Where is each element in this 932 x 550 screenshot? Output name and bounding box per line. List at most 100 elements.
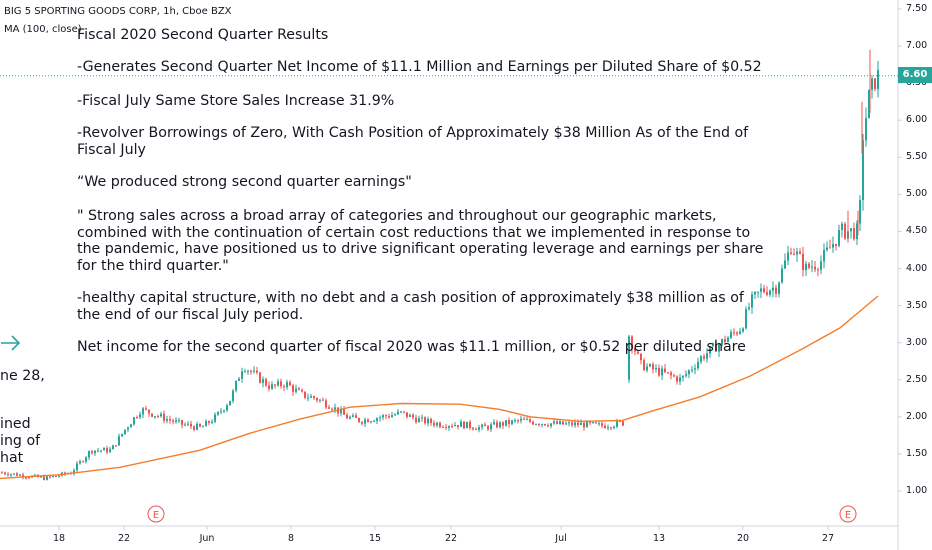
x-tick-label: 15 (368, 533, 382, 544)
candle (22, 472, 24, 480)
candle (271, 381, 273, 390)
candle (430, 417, 432, 426)
candle (277, 378, 279, 387)
candle (376, 417, 378, 425)
candle (253, 366, 255, 374)
candle (427, 416, 429, 427)
candle (136, 415, 138, 419)
x-tick-label: 20 (736, 533, 750, 544)
candle (664, 364, 666, 374)
candle (721, 338, 723, 347)
candle (184, 422, 186, 427)
candle (811, 260, 813, 273)
candle (295, 384, 297, 394)
candle (466, 421, 468, 429)
candle (391, 411, 393, 418)
candle (790, 247, 792, 255)
candle (478, 424, 480, 433)
candle (49, 475, 51, 479)
candle (55, 475, 57, 478)
x-tick-label: Jul (555, 533, 567, 544)
x-tick-label: 22 (444, 533, 458, 544)
candle (205, 419, 207, 427)
candle (517, 419, 519, 424)
candle (685, 370, 687, 378)
candle (697, 357, 699, 371)
candle (145, 405, 147, 411)
earnings-marker[interactable]: E (839, 505, 857, 523)
candle (109, 446, 111, 453)
candle (388, 413, 390, 419)
candle (301, 388, 303, 393)
candle (73, 468, 75, 476)
symbol-title: BIG 5 SPORTING GOODS CORP, 1h, Cboe BZX (4, 6, 232, 17)
candle (832, 236, 834, 253)
x-tick-label: 22 (117, 533, 131, 544)
candle (367, 418, 369, 423)
candle (382, 413, 384, 421)
candle (718, 342, 720, 357)
candle (532, 420, 534, 426)
candle (415, 414, 417, 424)
x-tick-label: Jun (199, 533, 215, 544)
candle (829, 239, 831, 249)
candle (613, 425, 615, 430)
ma-legend[interactable]: MA (100, close) (4, 24, 82, 35)
candle (499, 421, 501, 429)
candle (631, 335, 633, 354)
candle (157, 414, 159, 419)
candle (457, 424, 459, 430)
candle (322, 397, 324, 401)
candle (694, 364, 696, 375)
candle (190, 420, 192, 430)
candle (283, 384, 285, 392)
candle (442, 425, 444, 428)
candle (316, 397, 318, 403)
candle (661, 365, 663, 381)
candle (169, 415, 171, 424)
candle (454, 422, 456, 427)
candle (439, 421, 441, 429)
candle (667, 372, 669, 375)
last-price-badge: 6.60 (898, 67, 932, 83)
candle (523, 416, 525, 420)
candle (700, 354, 702, 365)
candle (691, 366, 693, 373)
candle (727, 336, 729, 343)
annotation-title: Fiscal 2020 Second Quarter Results (77, 27, 329, 43)
candle (565, 420, 567, 426)
candle (736, 331, 738, 337)
candle (862, 134, 864, 211)
candle (778, 281, 780, 298)
candle (475, 427, 477, 431)
candle (838, 224, 840, 248)
candle (394, 412, 396, 416)
candle (556, 419, 558, 425)
candle (94, 450, 96, 456)
y-tick-label: 7.50 (906, 3, 928, 14)
candle (76, 461, 78, 473)
candle (703, 353, 705, 361)
candle (583, 420, 585, 431)
candle (601, 421, 603, 429)
candle (841, 221, 843, 238)
candle (709, 346, 711, 358)
candle (397, 408, 399, 416)
candle (46, 475, 48, 481)
candle (451, 423, 453, 429)
candle (637, 350, 639, 355)
candle (541, 423, 543, 428)
candle (349, 415, 351, 420)
x-tick-label: 8 (287, 533, 295, 544)
x-tick-label: 18 (52, 533, 66, 544)
candle (757, 291, 759, 298)
y-tick-label: 5.00 (906, 188, 928, 200)
svg-text:E: E (153, 510, 159, 521)
candle (127, 426, 129, 433)
candle (433, 420, 435, 428)
earnings-marker[interactable]: E (147, 505, 165, 523)
candle (580, 419, 582, 426)
candle (139, 411, 141, 420)
